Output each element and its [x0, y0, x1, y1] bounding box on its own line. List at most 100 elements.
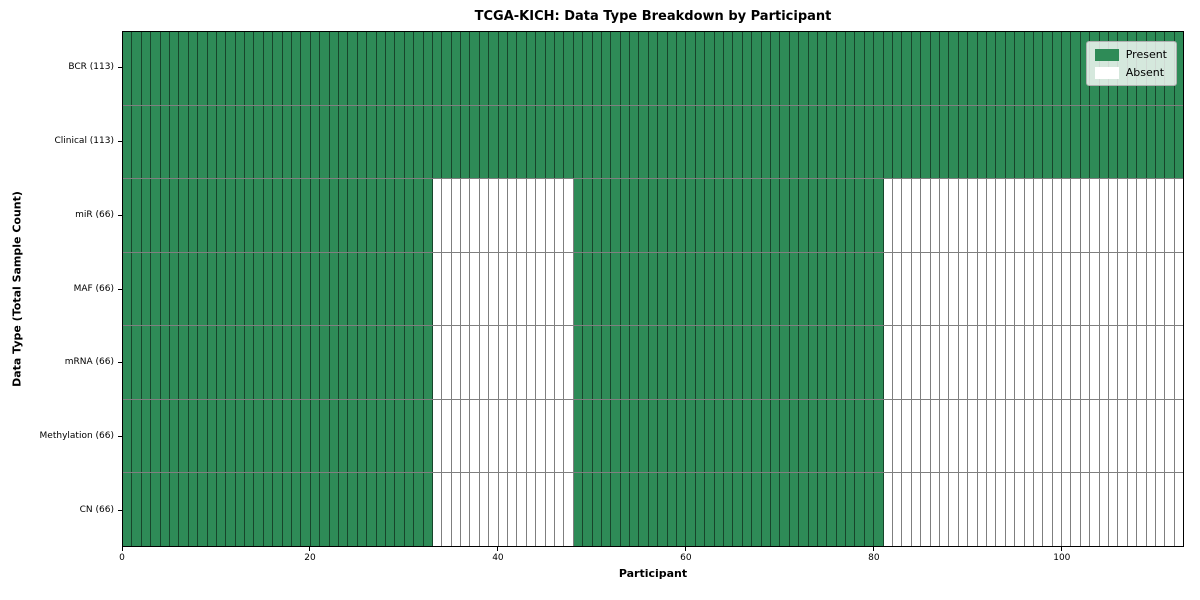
cell	[714, 326, 724, 399]
cell	[310, 399, 321, 473]
cell	[188, 252, 199, 326]
chart-title: TCGA-KICH: Data Type Breakdown by Partic…	[474, 9, 832, 24]
cell	[1015, 473, 1025, 547]
cell	[526, 399, 537, 473]
cell	[489, 179, 499, 252]
cell	[526, 252, 537, 326]
cell	[630, 326, 640, 399]
cell	[583, 326, 593, 399]
cell	[1005, 326, 1016, 399]
cell	[677, 326, 687, 399]
cell	[1052, 473, 1063, 547]
cell	[733, 326, 743, 399]
cell	[902, 105, 912, 179]
cell	[310, 473, 321, 547]
cell	[536, 32, 546, 105]
cell	[1099, 399, 1110, 473]
cell	[198, 32, 208, 105]
cell	[179, 179, 189, 252]
cell	[911, 252, 922, 326]
cell	[977, 32, 987, 105]
cell	[207, 399, 217, 473]
cell	[573, 473, 584, 547]
cell	[799, 32, 809, 105]
cell	[883, 399, 894, 473]
cell	[282, 32, 293, 105]
cell	[573, 32, 584, 105]
cell	[1118, 399, 1128, 473]
cell	[601, 399, 612, 473]
cell	[864, 326, 875, 399]
cell	[977, 326, 987, 399]
cell	[141, 399, 152, 473]
cell	[639, 32, 649, 105]
cell	[329, 32, 339, 105]
cell	[329, 105, 339, 179]
cell	[292, 326, 302, 399]
cell	[855, 32, 865, 105]
cell	[742, 399, 753, 473]
cell	[254, 105, 264, 179]
y-tick-mark	[118, 435, 122, 437]
cell	[573, 105, 584, 179]
cell	[338, 105, 349, 179]
cell	[836, 399, 847, 473]
cell	[780, 252, 790, 326]
cell	[216, 473, 227, 547]
cell	[1165, 473, 1175, 547]
plot-area	[122, 31, 1184, 547]
cell	[216, 179, 227, 252]
cell	[301, 179, 311, 252]
cell	[1155, 179, 1166, 252]
cell	[498, 179, 509, 252]
cell	[968, 252, 978, 326]
cell	[1005, 473, 1016, 547]
cell	[1109, 399, 1119, 473]
cell	[123, 252, 133, 326]
cell	[376, 326, 386, 399]
cell	[733, 473, 743, 547]
cell	[198, 252, 208, 326]
legend-entry-present: Present	[1094, 48, 1167, 61]
cell	[508, 473, 518, 547]
cell	[864, 32, 875, 105]
plot-row-mRNA	[123, 326, 1184, 400]
cell	[1071, 179, 1081, 252]
cell	[977, 399, 987, 473]
y-tick-label-BCR: BCR (113)	[68, 62, 114, 73]
cell	[761, 179, 771, 252]
cell	[620, 399, 631, 473]
cell	[282, 473, 293, 547]
cell	[639, 105, 649, 179]
cell	[395, 399, 405, 473]
cell	[1062, 399, 1072, 473]
cell	[658, 179, 668, 252]
cell	[385, 32, 396, 105]
cell	[658, 32, 668, 105]
cell	[893, 105, 903, 179]
cell	[893, 32, 903, 105]
cell	[911, 179, 922, 252]
cell	[808, 252, 818, 326]
cell	[169, 473, 180, 547]
cell	[1165, 179, 1175, 252]
cell	[338, 473, 349, 547]
cell	[911, 399, 922, 473]
cell	[517, 179, 527, 252]
cell	[263, 399, 274, 473]
cell	[301, 105, 311, 179]
y-tick-label-miR: miR (66)	[75, 209, 114, 220]
cell	[911, 32, 922, 105]
cell	[132, 399, 142, 473]
plot-row-Clinical	[123, 105, 1184, 180]
cell	[902, 179, 912, 252]
cell	[536, 179, 546, 252]
cell	[188, 473, 199, 547]
cell	[752, 399, 762, 473]
cell	[564, 179, 574, 252]
cell	[902, 473, 912, 547]
cell	[517, 326, 527, 399]
cell	[1043, 326, 1053, 399]
cell	[263, 252, 274, 326]
cell	[573, 326, 584, 399]
